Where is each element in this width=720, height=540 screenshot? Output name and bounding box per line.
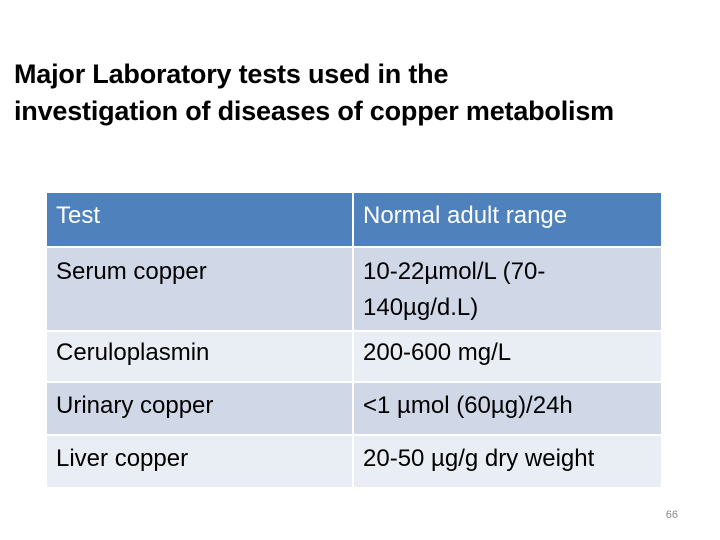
normal-range-cell: <1 µmol (60µg)/24h (353, 381, 661, 436)
slide-title-line-1: Major Laboratory tests used in the (14, 59, 449, 89)
table-row: Urinary copper <1 µmol (60µg)/24h (47, 381, 661, 436)
page-number: 66 (665, 509, 678, 521)
test-name-cell: Urinary copper (47, 381, 354, 436)
normal-range-cell: 20-50 µg/g dry weight (353, 434, 661, 489)
normal-range-cell: 10-22µmol/L (70- 140µg/d.L) (353, 246, 661, 332)
header-normal-range: Normal adult range (353, 191, 661, 248)
lab-tests-table: Test Normal adult range Serum copper 10-… (47, 191, 661, 489)
test-name-cell: Liver copper (47, 434, 354, 489)
slide-title: Major Laboratory tests used in the inves… (14, 56, 720, 130)
table-row: Liver copper 20-50 µg/g dry weight (47, 434, 661, 489)
table-row: Serum copper 10-22µmol/L (70- 140µg/d.L) (47, 246, 661, 332)
test-name-cell: Serum copper (47, 246, 354, 332)
normal-range-cell: 200-600 mg/L (353, 330, 661, 383)
table-header-row: Test Normal adult range (47, 191, 661, 248)
header-test: Test (47, 191, 354, 248)
normal-range-line-2: 140µg/d.L) (363, 294, 479, 321)
normal-range-line-1: 10-22µmol/L (70- (363, 258, 546, 285)
test-name-cell: Ceruloplasmin (47, 330, 354, 383)
table-row: Ceruloplasmin 200-600 mg/L (47, 330, 661, 383)
slide-title-line-2: investigation of diseases of copper meta… (14, 96, 614, 126)
